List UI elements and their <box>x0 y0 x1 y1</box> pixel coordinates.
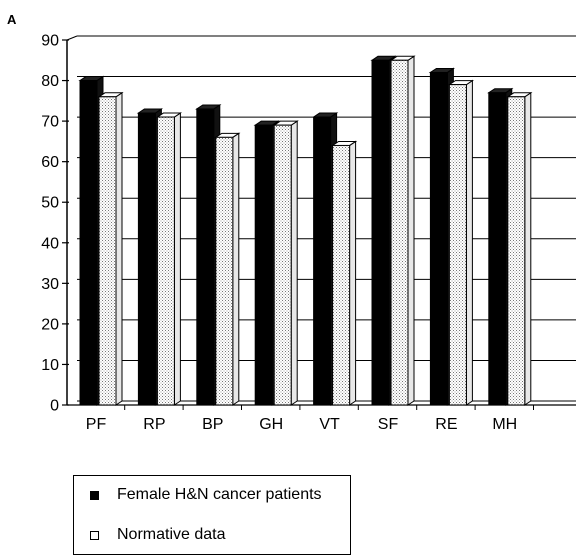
bar-gh-normative <box>272 120 299 406</box>
bar-pf-normative <box>97 91 124 406</box>
bar-front <box>98 96 117 406</box>
bar-front <box>137 112 156 406</box>
legend: Female H&N cancer patients Normative dat… <box>73 475 351 555</box>
y-tick-label: 50 <box>41 195 59 212</box>
bar-front <box>390 59 409 406</box>
panel-label: A <box>7 12 17 27</box>
y-tick-label: 30 <box>41 276 59 293</box>
x-tick-label: RP <box>143 416 165 433</box>
x-tick-label: VT <box>319 416 340 433</box>
y-tick-label: 10 <box>41 357 59 374</box>
bar-front <box>488 92 507 406</box>
bars <box>78 55 533 406</box>
bar-vt-normative <box>330 140 358 406</box>
x-tick-label: RE <box>435 416 457 433</box>
bar-side <box>349 140 357 406</box>
bar-front <box>332 144 351 406</box>
legend-swatch-black <box>90 490 99 500</box>
legend-label-normative: Normative data <box>117 526 226 543</box>
y-tick-label: 80 <box>41 73 59 90</box>
legend-label-patients: Female H&N cancer patients <box>117 486 322 503</box>
bar-front <box>429 71 448 406</box>
bar-front <box>215 136 234 406</box>
bar-bp-normative <box>214 132 241 406</box>
y-tick-label: 70 <box>41 114 59 131</box>
bar-side <box>173 112 181 406</box>
y-tick-label: 60 <box>41 154 59 171</box>
x-tick-label: BP <box>202 416 223 433</box>
bar-side <box>232 132 240 406</box>
bar-rp-normative <box>155 112 183 406</box>
bar-front <box>196 108 215 406</box>
legend-swatch-white <box>90 530 99 540</box>
bar-front <box>79 80 98 406</box>
bar-side <box>524 91 532 406</box>
bar-front <box>254 124 273 406</box>
y-tick-label: 90 <box>41 33 59 50</box>
bar-sf-normative <box>389 55 416 406</box>
y-tick-label: 0 <box>50 398 59 415</box>
bar-side <box>465 79 473 406</box>
bar-side <box>115 91 123 406</box>
legend-item-normative: Normative data <box>90 526 226 544</box>
bar-front <box>448 84 467 406</box>
x-tick-label: SF <box>378 416 399 433</box>
bar-front <box>313 116 332 406</box>
bar-front <box>156 116 175 406</box>
x-axis-labels: PF RP BP GH VT SF RE MH <box>86 416 517 433</box>
bar-side <box>407 55 415 406</box>
bar-front <box>273 124 292 406</box>
y-tick-label: 40 <box>41 235 59 252</box>
bar-side <box>290 120 298 406</box>
y-axis-depth-line <box>66 35 78 41</box>
x-tick-label: MH <box>492 416 517 433</box>
x-tick-label: PF <box>86 416 107 433</box>
bar-front <box>507 96 526 406</box>
y-tick-label: 20 <box>41 316 59 333</box>
legend-item-patients: Female H&N cancer patients <box>90 486 322 504</box>
bar-mh-normative <box>506 91 533 406</box>
bar-re-normative <box>447 79 475 406</box>
bar-front <box>371 59 390 406</box>
x-tick-label: GH <box>259 416 283 433</box>
